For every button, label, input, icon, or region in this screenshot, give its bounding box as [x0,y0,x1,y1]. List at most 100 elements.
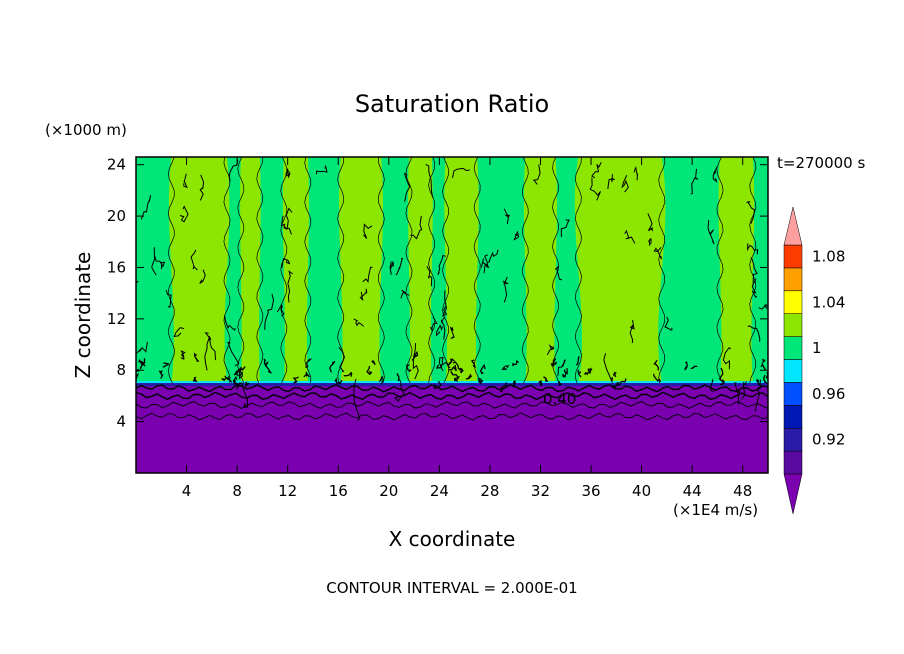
contour-line [263,358,267,367]
contour-line [136,391,768,401]
contour-line [684,361,688,371]
contour-line [137,359,145,366]
contour-line [583,371,591,375]
contour-line [563,368,568,375]
contour-line [303,371,310,378]
contour-line [751,278,758,298]
contour-line [343,371,353,377]
contour-line [709,378,714,392]
x-tick-label: 28 [480,482,499,500]
contour-line [199,174,205,201]
contour-line [245,381,250,388]
y-tick-label: 8 [116,361,126,379]
contour-line [746,201,756,224]
contour-line [400,289,410,299]
contour-line [716,157,724,384]
contour-line [353,378,361,421]
y-tick-label: 16 [107,258,126,276]
contour-line [621,174,629,193]
contour-line [543,376,549,383]
colorbar-tick-label: 0.96 [812,385,845,403]
contour-line [554,265,563,281]
contour-line [426,266,433,287]
band-subsaturated-layer [136,383,768,473]
contour-line [449,326,455,339]
contour-line [441,290,448,317]
contour-line [329,360,336,373]
colorbar-band [783,290,803,314]
contour-line [204,332,216,361]
x-tick-label: 44 [683,482,702,500]
contour-line [192,376,198,383]
contour-line [280,157,288,384]
contour-line [438,357,447,372]
contour-line [338,346,346,373]
contour-line [712,166,718,183]
band-supersaturated-column [574,157,666,384]
contour-line [452,167,470,179]
contour-line [501,365,510,370]
contour-line [452,361,462,371]
contour-interval-note: CONTOUR INTERVAL = 2.000E-01 [326,579,577,597]
contour-fill-bands [136,157,768,473]
contour-line [658,157,666,384]
contour-line [647,213,654,232]
contour-line [406,364,412,373]
contour-line [633,165,638,181]
colorbar-over-triangle [783,206,803,246]
colorbar-band [783,267,803,292]
contour-line [389,261,394,275]
x-tick-label: 40 [632,482,651,500]
y-tick-label: 20 [107,207,126,225]
plot-frame [135,156,769,474]
contour-line [136,341,148,355]
contour-line [136,280,140,284]
colorbar-band [783,382,803,406]
colorbar-tick-label: 1.04 [812,293,845,311]
contour-line [577,369,582,378]
band-transition-strip [136,381,768,384]
contour-line [366,365,373,376]
contour-line [629,319,635,344]
contour-line [142,358,146,367]
contour-line [337,157,345,384]
x-tick-label: 20 [379,482,398,500]
contour-line [612,371,617,378]
contour-line [158,370,164,379]
contour-line [235,382,242,390]
band-supersaturated-column [282,157,309,384]
contour-line [363,223,373,239]
contour-line [664,316,673,331]
contour-line [754,379,762,412]
contour-line [690,365,698,370]
contour-line [448,364,457,372]
band-supersaturated-column [444,157,479,384]
contour-line [370,360,376,366]
contour-line [560,219,570,238]
contour-line [760,362,766,371]
contour-line [316,164,328,175]
contour-line [719,378,725,386]
contour-line [410,215,423,240]
contour-line [190,249,198,271]
contour-line [575,356,580,366]
colorbar-band [783,450,803,475]
x-tick-label: 16 [329,482,348,500]
contour-line [304,157,312,384]
y-tick-label: 12 [107,310,126,328]
band-supersaturated-column [718,157,755,384]
colorbar-under-triangle [783,473,803,515]
contour-line [136,400,768,409]
x-unit-label: (×1E4 m/s) [673,501,758,519]
contour-line [285,207,293,235]
contour-line [459,367,464,374]
colorbar-band [783,336,803,360]
contour-line [425,163,433,198]
contour-line [487,249,499,264]
contour-line [502,276,510,303]
colorbar-band [783,359,803,383]
contour-line-label: 0.40 [543,390,576,408]
contour-line [136,372,140,380]
contour-line [762,358,766,364]
